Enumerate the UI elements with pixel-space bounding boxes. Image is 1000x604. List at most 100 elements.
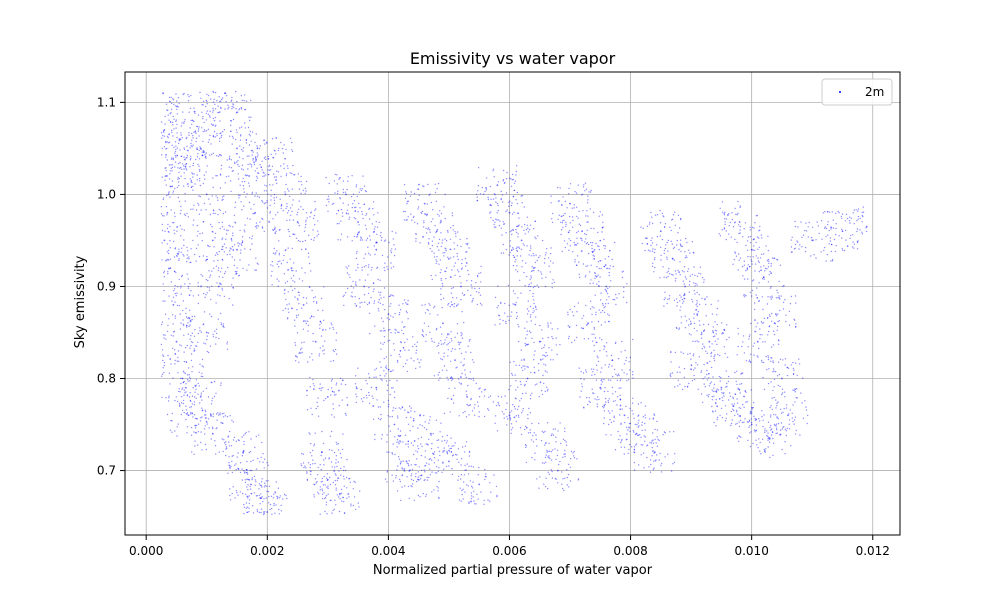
data-point (291, 278, 292, 279)
data-point (244, 472, 245, 473)
data-point (406, 461, 408, 463)
data-point (648, 466, 649, 467)
data-point (568, 188, 569, 189)
data-point (593, 228, 594, 229)
data-point (431, 341, 432, 342)
data-point (446, 466, 447, 467)
data-point (585, 305, 586, 306)
data-point (266, 491, 267, 492)
data-point (206, 388, 207, 389)
data-point (195, 130, 196, 131)
data-point (722, 332, 723, 333)
data-point (605, 265, 606, 266)
data-point (680, 296, 681, 297)
data-point (355, 284, 356, 285)
data-point (536, 445, 537, 446)
data-point (762, 420, 763, 421)
data-point (600, 371, 601, 372)
data-point (655, 460, 656, 461)
data-point (527, 378, 529, 380)
data-point (786, 435, 787, 436)
data-point (590, 242, 591, 243)
data-point (380, 330, 381, 331)
data-point (519, 280, 520, 281)
data-point (461, 458, 462, 459)
data-point (369, 302, 370, 303)
data-point (539, 255, 540, 256)
data-point (408, 201, 409, 202)
data-point (210, 98, 211, 99)
data-point (669, 295, 670, 296)
data-point (382, 255, 383, 256)
data-point (335, 394, 336, 395)
data-point (275, 214, 276, 215)
data-point (348, 204, 349, 205)
data-point (554, 282, 555, 283)
data-point (678, 272, 679, 273)
data-point (392, 453, 393, 454)
data-point (630, 423, 631, 424)
data-point (528, 344, 529, 345)
data-point (255, 485, 256, 486)
data-point (496, 219, 497, 220)
data-point (202, 359, 203, 360)
data-point (533, 255, 534, 256)
data-point (178, 361, 179, 362)
data-point (763, 414, 764, 415)
data-point (205, 444, 206, 445)
data-point (452, 215, 453, 216)
data-point (338, 478, 339, 479)
data-point (186, 138, 187, 139)
data-point (465, 265, 466, 266)
data-point (750, 413, 751, 414)
data-point (742, 404, 743, 405)
data-point (472, 481, 473, 482)
data-point (298, 303, 299, 304)
data-point (342, 212, 343, 213)
data-point (176, 109, 177, 110)
data-point (494, 222, 495, 223)
data-point (369, 395, 370, 396)
data-point (790, 445, 791, 446)
data-point (641, 454, 642, 455)
data-point (543, 432, 544, 433)
data-point (534, 310, 535, 311)
data-point (463, 481, 464, 482)
data-point (521, 412, 522, 413)
data-point (229, 156, 230, 157)
data-point (609, 398, 610, 399)
data-point (216, 333, 217, 334)
data-point (583, 379, 584, 380)
data-point (381, 240, 382, 241)
data-point (709, 361, 710, 362)
data-point (252, 151, 253, 152)
data-point (436, 261, 437, 262)
data-point (399, 354, 400, 355)
data-point (739, 389, 740, 390)
data-point (533, 299, 534, 300)
data-point (201, 373, 202, 374)
data-point (365, 280, 366, 281)
data-point (301, 342, 302, 343)
data-point (630, 357, 631, 358)
data-point (478, 185, 479, 186)
data-point (388, 313, 390, 315)
data-point (254, 447, 255, 448)
data-point (249, 499, 250, 500)
data-point (274, 513, 275, 514)
data-point (231, 284, 232, 285)
data-point (566, 469, 567, 470)
data-point (551, 459, 552, 460)
data-point (428, 477, 429, 478)
data-point (587, 265, 588, 266)
data-point (597, 232, 598, 233)
data-point (209, 115, 210, 116)
data-point (612, 299, 613, 300)
data-point (453, 306, 454, 307)
data-point (529, 330, 530, 331)
data-point (666, 277, 667, 278)
data-point (586, 210, 587, 211)
data-point (227, 254, 228, 255)
data-point (597, 396, 598, 397)
data-point (229, 445, 230, 446)
